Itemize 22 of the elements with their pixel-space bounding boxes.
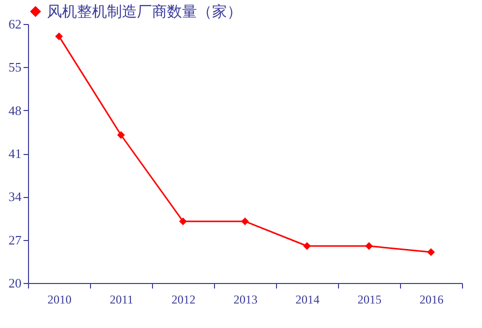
y-tick-label: 34 [8,189,22,204]
x-tick-label: 2015 [358,292,382,306]
x-tick-label: 2010 [48,292,72,306]
point [303,242,311,250]
point [241,217,249,226]
point [117,131,125,139]
x-tick-label: 2011 [110,292,134,306]
x-tick-label: 2013 [234,292,258,306]
y-tick-label: 62 [8,16,22,32]
point [427,248,435,256]
y-tick-label: 55 [8,60,22,75]
x-tick-label: 2012 [172,292,196,306]
point [55,32,63,40]
point [179,217,187,226]
y-tick-label: 48 [8,102,22,118]
x-tick-label: 2014 [296,292,320,306]
x-tick-label: 2016 [420,292,444,306]
point [365,242,373,250]
y-tick-label: 20 [8,276,22,290]
y-tick-label: 41 [8,146,22,161]
legend-label: 风机整机制造厂商数量（家） [47,4,242,20]
y-tick-label: 27 [8,232,22,248]
